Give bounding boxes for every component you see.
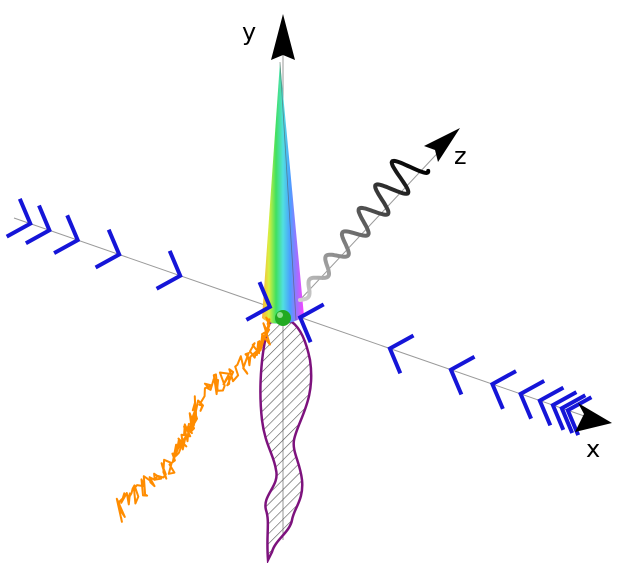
y-axis-label: y xyxy=(242,18,256,46)
z-axis-label: z xyxy=(454,142,467,170)
chevron-left-icon xyxy=(297,302,325,343)
chevrons-right xyxy=(297,302,593,436)
chevron-left-icon xyxy=(518,379,546,420)
chevron-left-icon xyxy=(565,395,593,436)
y-axis-arrowhead-icon xyxy=(271,14,295,60)
chevron-right-icon xyxy=(53,214,81,255)
chevron-left-icon xyxy=(537,385,565,427)
chevron-right-icon xyxy=(94,228,122,270)
colored-cone xyxy=(262,62,304,324)
chevron-left-icon xyxy=(448,354,476,396)
origin-point-highlight xyxy=(277,312,283,318)
wave-curve xyxy=(298,158,431,302)
chevron-right-icon xyxy=(5,198,33,239)
wave-along-z xyxy=(298,158,431,302)
chevrons-left xyxy=(5,198,273,322)
chevron-left-icon xyxy=(489,369,517,410)
chevron-left-icon xyxy=(559,393,587,434)
x-axis-arrowhead-icon xyxy=(575,403,612,432)
chevron-right-icon xyxy=(155,250,183,291)
x-axis-label: x xyxy=(586,435,600,463)
chevron-left-icon xyxy=(550,390,578,431)
chevron-left-icon xyxy=(387,333,415,375)
chevron-right-icon xyxy=(24,204,52,246)
hatched-shape xyxy=(259,320,313,563)
origin-point xyxy=(275,310,291,326)
chevron-right-icon xyxy=(245,281,273,322)
z-axis-arrowhead-icon xyxy=(424,128,460,162)
cone-inner-edge xyxy=(279,61,297,321)
random-walk-line xyxy=(115,316,271,523)
